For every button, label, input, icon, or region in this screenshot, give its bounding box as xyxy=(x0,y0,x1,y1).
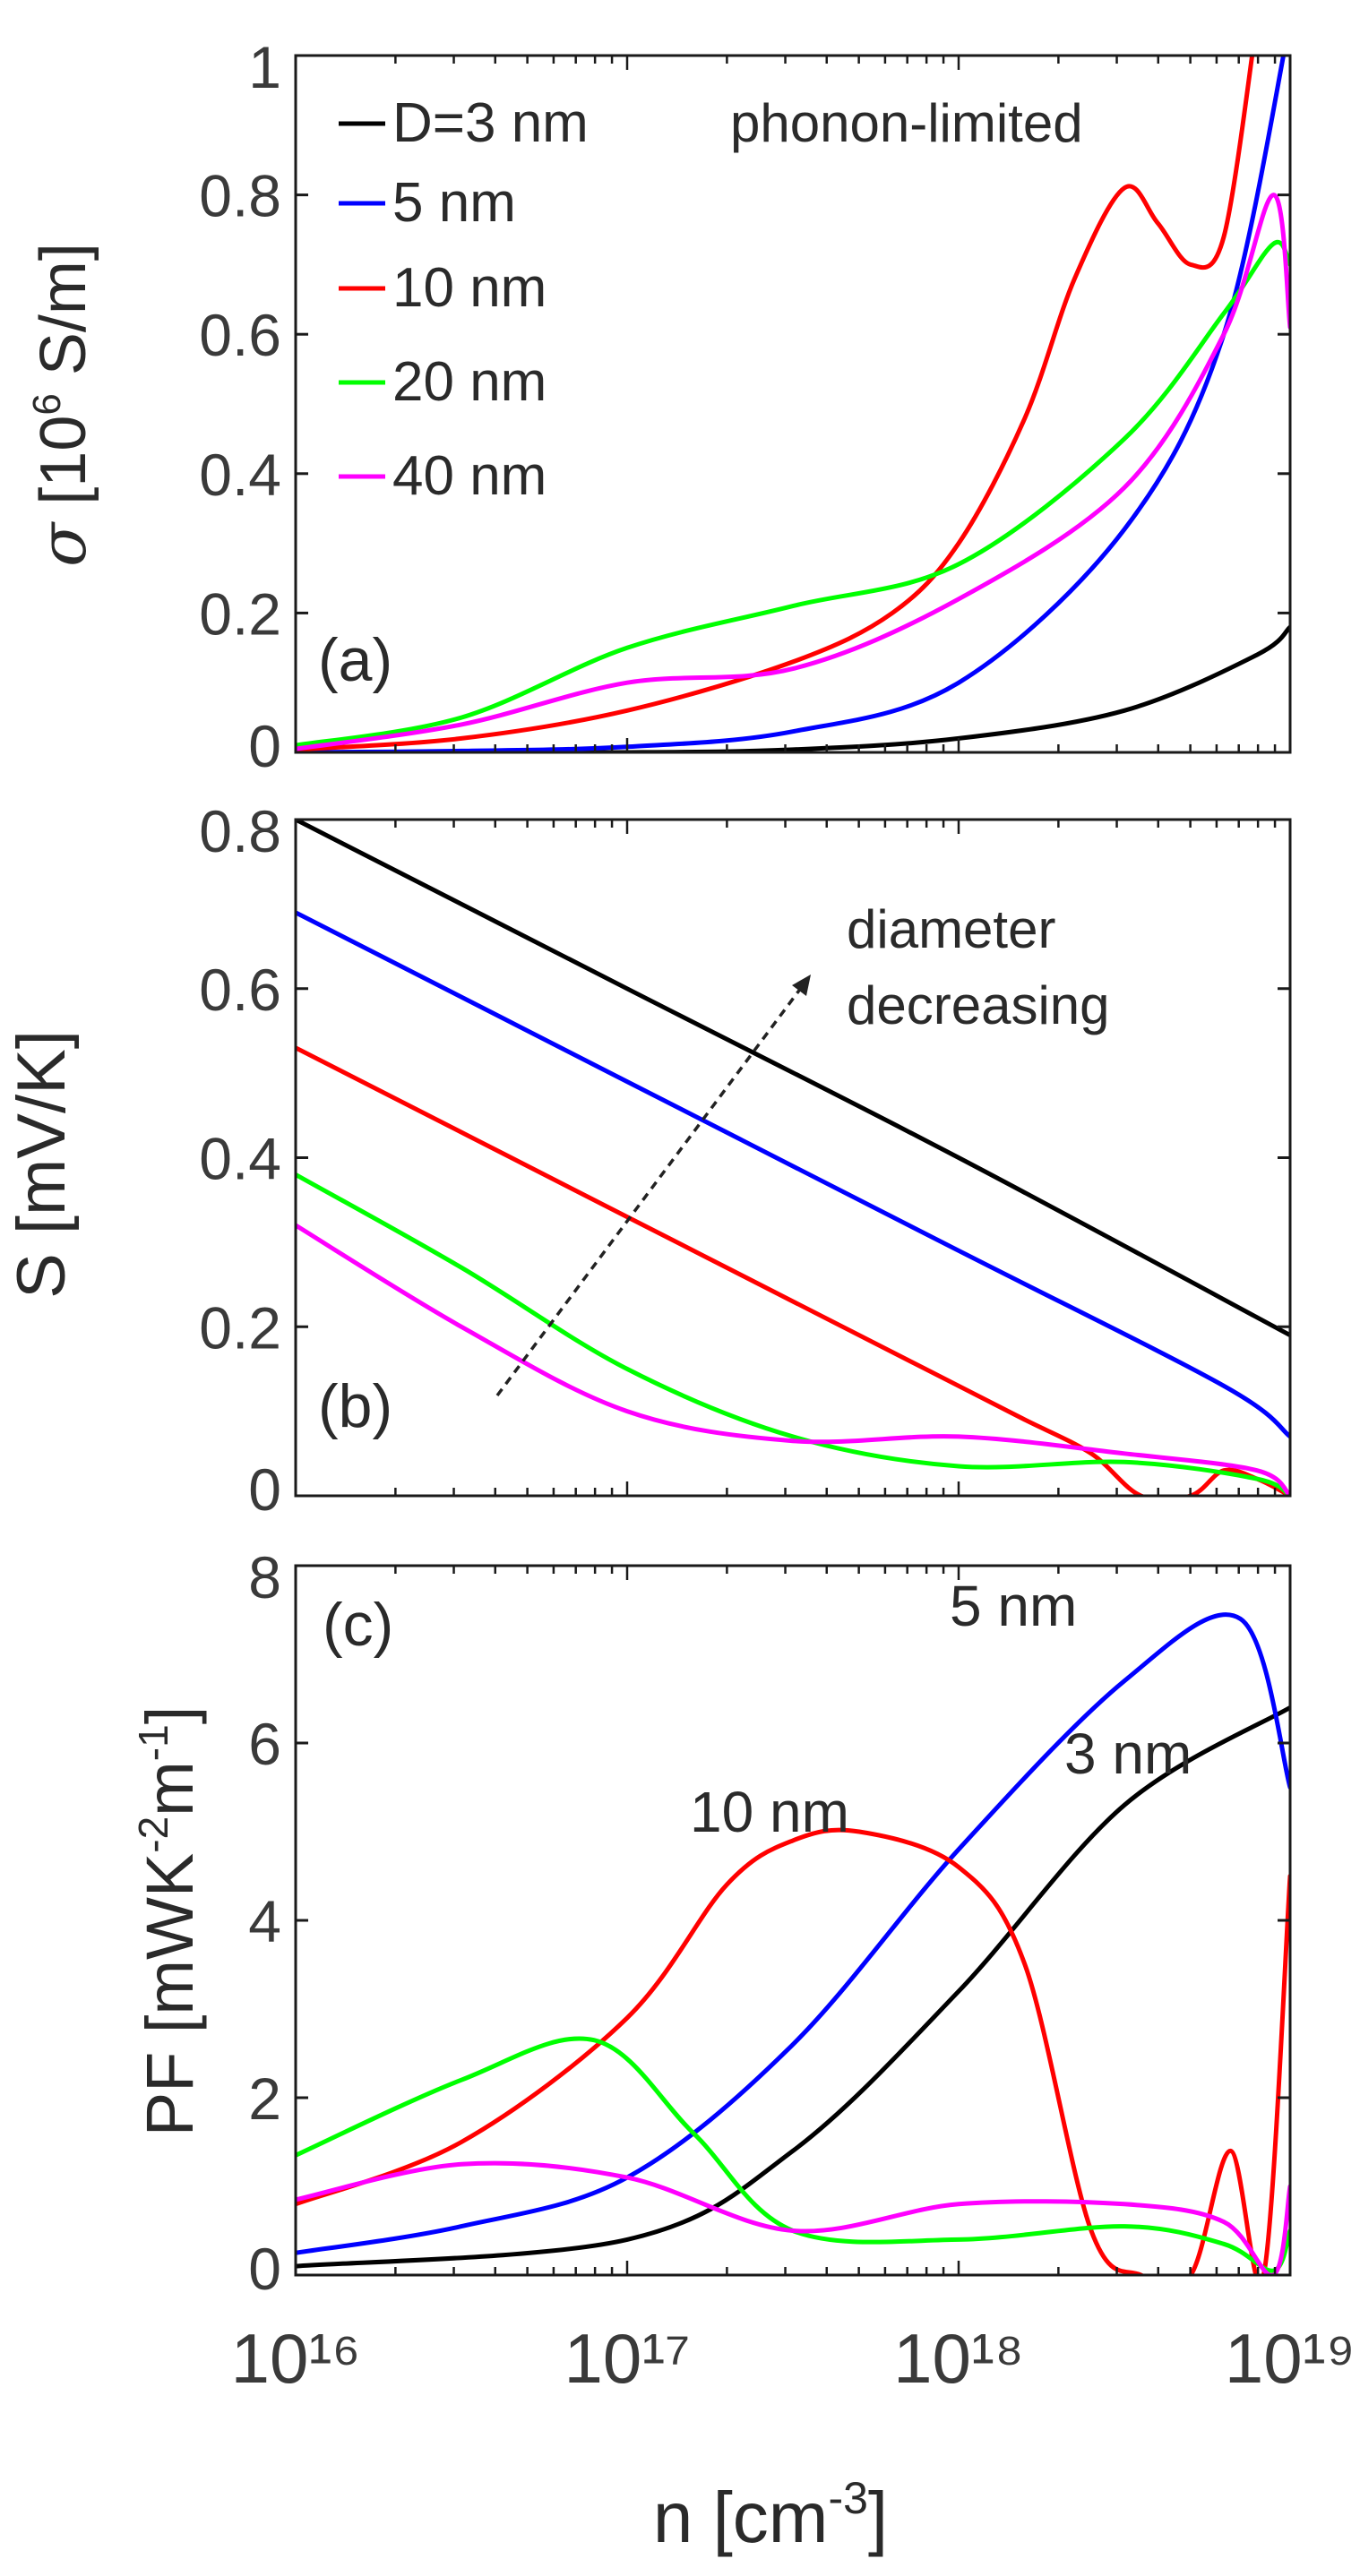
panel-c-ylabel-exp1: -2 xyxy=(130,1816,176,1853)
legend-label-3nm: D=3 nm xyxy=(392,92,589,154)
y-tick-label: 0.2 xyxy=(199,1294,281,1361)
series-line-5nm xyxy=(296,1612,1290,2255)
y-tick-label: 0.4 xyxy=(199,442,281,508)
panel-c-ylabel-end: ] xyxy=(133,1706,207,1725)
y-tick-label: 6 xyxy=(248,1711,281,1777)
series-line-40nm xyxy=(296,1223,1290,1496)
panel-a-ticks: 0 0.2 0.4 0.6 0.8 1 xyxy=(199,34,1292,779)
series-line-3nm xyxy=(296,820,1290,1338)
curve-label-3nm: 3 nm xyxy=(1064,1722,1192,1786)
panel-b-label: (b) xyxy=(318,1372,392,1440)
panel-c-ylabel-main: PF [mWK xyxy=(133,1853,207,2137)
panel-c-xlabel-end: ] xyxy=(868,2477,888,2557)
y-tick-label: 0 xyxy=(248,713,281,779)
y-tick-label: 8 xyxy=(248,1544,281,1610)
y-tick-label: 0.6 xyxy=(199,302,281,368)
panel-a-ylabel-tail: S/m] xyxy=(28,243,99,393)
series-line-5nm xyxy=(296,910,1290,1439)
diameter-annotation-line2: decreasing xyxy=(847,975,1110,1035)
panel-c-ylabel: PF [mWK-2m-1] xyxy=(130,1706,207,2137)
panel-c-label: (c) xyxy=(323,1591,393,1659)
panel-c-series xyxy=(296,1612,1290,2275)
y-tick-label: 0 xyxy=(248,1456,281,1523)
panel-c-xlabel-exp: -3 xyxy=(828,2473,867,2523)
panel-b-ylabel: S [mV/K] xyxy=(4,1030,80,1299)
series-line-10nm xyxy=(296,1045,1290,1496)
panel-a-ylabel-sigma: σ xyxy=(25,521,100,567)
curve-label-5nm: 5 nm xyxy=(950,1574,1077,1638)
panel-a-annotation: phonon-limited xyxy=(730,93,1083,153)
panel-a-ylabel-exp: 6 xyxy=(25,393,69,415)
series-line-20nm xyxy=(296,2036,1290,2273)
legend-label-5nm: 5 nm xyxy=(392,172,516,234)
x-tick-label: 10¹⁹ xyxy=(1225,2319,1356,2398)
panel-a-frame xyxy=(294,54,1292,754)
series-line-10nm xyxy=(296,1827,1290,2275)
panel-c-xtick-labels: 10¹⁶ 10¹⁷ 10¹⁸ 10¹⁹ xyxy=(231,2319,1356,2398)
panel-c-ylabel-exp2: -1 xyxy=(130,1724,176,1761)
x-tick-label: 10¹⁷ xyxy=(564,2319,691,2398)
series-line-40nm xyxy=(296,193,1290,751)
diameter-trend-arrow xyxy=(495,979,808,1397)
legend-label-20nm: 20 nm xyxy=(392,351,547,413)
x-tick-label: 10¹⁶ xyxy=(231,2319,361,2398)
panel-a-conductivity: 0 0.2 0.4 0.6 0.8 1 σ [106 S/m] (a) phonon-li… xyxy=(25,34,1292,779)
panel-c-xlabel-main: n [cm xyxy=(653,2477,829,2557)
series-line-10nm xyxy=(296,56,1255,752)
panel-a-label: (a) xyxy=(318,626,392,694)
diameter-annotation-line1: diameter xyxy=(847,899,1055,959)
panel-c-ylabel-mid: m xyxy=(133,1761,207,1816)
y-tick-label: 2 xyxy=(248,2065,281,2132)
y-tick-label: 0.2 xyxy=(199,580,281,647)
y-tick-label: 1 xyxy=(248,34,281,100)
curve-label-10nm: 10 nm xyxy=(690,1780,849,1844)
series-line-3nm xyxy=(296,1704,1290,2269)
y-tick-label: 0.8 xyxy=(199,798,281,864)
panel-a-ylabel-unit: [10 xyxy=(28,416,99,523)
panel-c-ticks: 0 2 4 6 8 xyxy=(248,1544,1292,2302)
panel-a-series xyxy=(296,56,1290,752)
series-line-20nm xyxy=(296,239,1290,748)
x-tick-label: 10¹⁸ xyxy=(893,2319,1024,2398)
panel-b-frame xyxy=(294,818,1292,1498)
panel-a-ylabel: σ [106 S/m] xyxy=(25,243,100,567)
legend-label-10nm: 10 nm xyxy=(392,257,547,319)
y-tick-label: 4 xyxy=(248,1888,281,1954)
panel-c-frame xyxy=(294,1564,1292,2277)
y-tick-label: 0.8 xyxy=(199,163,281,229)
legend-label-40nm: 40 nm xyxy=(392,445,547,507)
y-tick-label: 0.6 xyxy=(199,957,281,1023)
panel-b-seebeck: 0 0.2 0.4 0.6 0.8 S [mV/K] (b) diameter decr… xyxy=(4,798,1292,1523)
series-line-40nm xyxy=(296,2160,1290,2275)
panel-a-legend: D=3 nm 5 nm 10 nm 20 nm 40 nm xyxy=(339,92,589,507)
y-tick-label: 0 xyxy=(248,2236,281,2302)
series-line-20nm xyxy=(296,1172,1290,1496)
series-line-3nm xyxy=(296,624,1290,752)
panel-c-xlabel: n [cm-3] xyxy=(653,2473,888,2557)
y-tick-label: 0.4 xyxy=(199,1126,281,1192)
panel-b-series xyxy=(296,820,1290,1496)
diameter-trend-arrowhead xyxy=(792,975,811,996)
